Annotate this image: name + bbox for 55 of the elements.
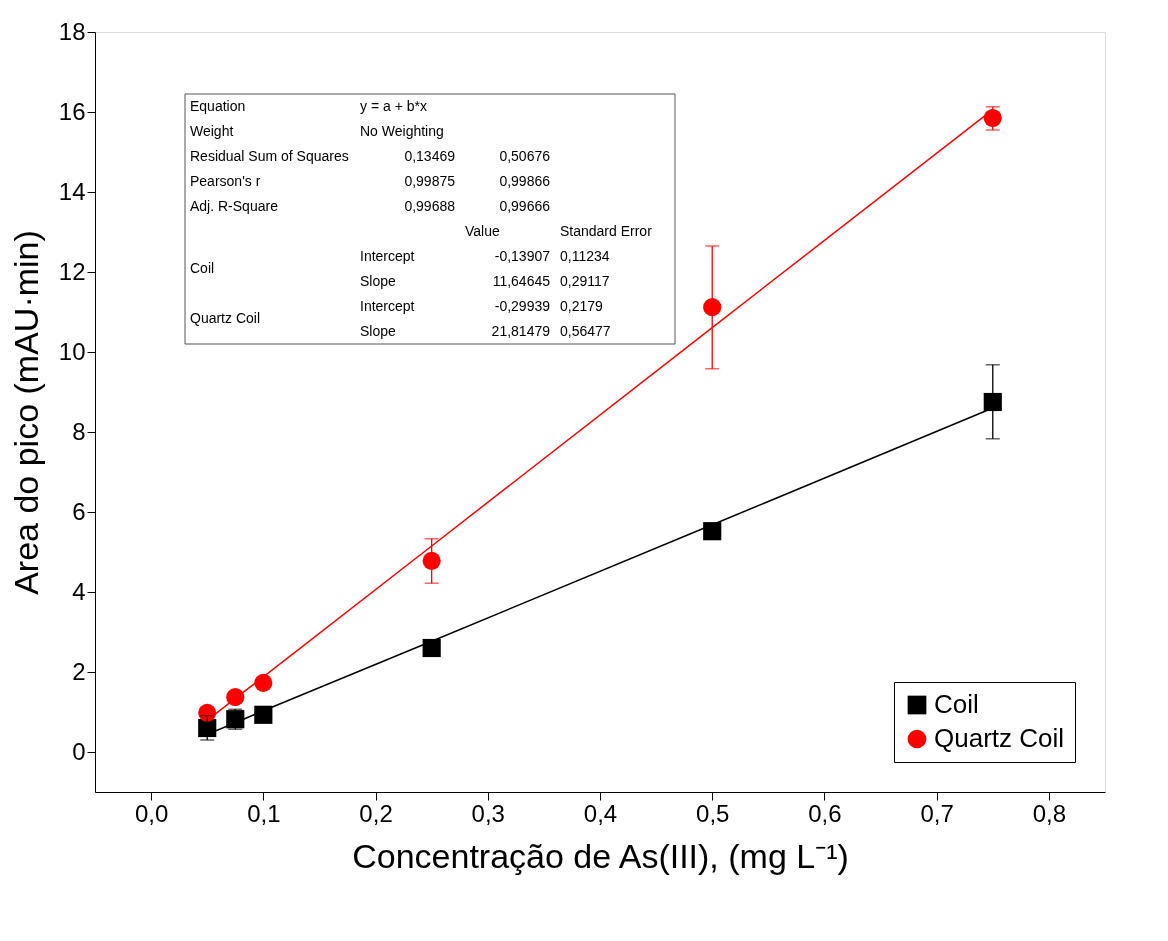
annotation: Residual Sum of Squares <box>190 147 349 164</box>
annotation: 0,11234 <box>560 247 610 264</box>
y-tick-label: 6 <box>72 497 86 525</box>
annotation: 0,2179 <box>560 297 604 314</box>
annotation: Coil <box>190 260 215 276</box>
annotation: 0,99688 <box>404 197 456 214</box>
y-tick-label: 16 <box>58 97 86 125</box>
point <box>983 392 1002 412</box>
y-tick-label: 8 <box>72 417 86 445</box>
annotation: Weight <box>190 122 234 139</box>
x-tick-label: 0,6 <box>808 799 842 827</box>
annotation: Slope <box>360 322 397 339</box>
annotation: y = a + b*x <box>360 97 427 114</box>
point <box>422 551 441 570</box>
x-tick-label: 0,1 <box>247 799 281 827</box>
annotation: 0,29117 <box>560 272 610 289</box>
annotation: 0,50676 <box>499 147 551 164</box>
annotation: Equation <box>190 97 246 114</box>
annotation: 0,99875 <box>404 172 456 189</box>
annotation: Pearson's r <box>190 172 261 189</box>
annotation: 0,99666 <box>499 197 551 214</box>
y-tick-label: 18 <box>58 17 86 45</box>
x-tick-label: 0,3 <box>471 799 505 827</box>
annotation: Adj. R-Square <box>190 197 279 214</box>
y-tick-label: 0 <box>72 737 86 765</box>
y-tick-label: 12 <box>58 257 86 285</box>
annotation: Value <box>465 222 500 239</box>
annotation: 0,99866 <box>499 172 551 189</box>
legend-label: Quartz Coil <box>934 723 1065 753</box>
annotation: Standard Error <box>560 222 653 239</box>
annotation: -0,13907 <box>494 247 551 264</box>
x-tick-label: 0,8 <box>1032 799 1067 827</box>
x-tick-label: 0,4 <box>583 799 618 827</box>
annotation: Intercept <box>360 247 415 264</box>
point <box>703 298 722 317</box>
y-tick-label: 14 <box>58 177 86 205</box>
annotation: No Weighting <box>360 122 444 139</box>
y-tick-label: 4 <box>72 577 86 605</box>
x-tick-label: 0,7 <box>920 799 954 827</box>
y-tick-label: 2 <box>72 657 86 685</box>
annotation: Quartz Coil <box>190 310 261 326</box>
y-tick-label: 10 <box>58 337 86 365</box>
y-axis-title: Area do pico (mAU·min) <box>6 230 45 595</box>
annotation: 0,56477 <box>560 322 611 339</box>
annotation: Intercept <box>360 297 415 314</box>
x-tick-label: 0,0 <box>134 799 169 827</box>
x-tick-label: 0,2 <box>359 799 393 827</box>
x-axis-title: Concentração de As(III), (mg L⁻¹) <box>352 836 849 875</box>
x-tick-label: 0,5 <box>696 799 730 827</box>
legend-label: Coil <box>934 689 979 719</box>
annotation: 11,64645 <box>492 272 551 289</box>
annotation: 0,13469 <box>404 147 456 164</box>
annotation: -0,29939 <box>494 297 551 314</box>
annotation: Slope <box>360 272 397 289</box>
annotation: 21,81479 <box>491 322 551 339</box>
